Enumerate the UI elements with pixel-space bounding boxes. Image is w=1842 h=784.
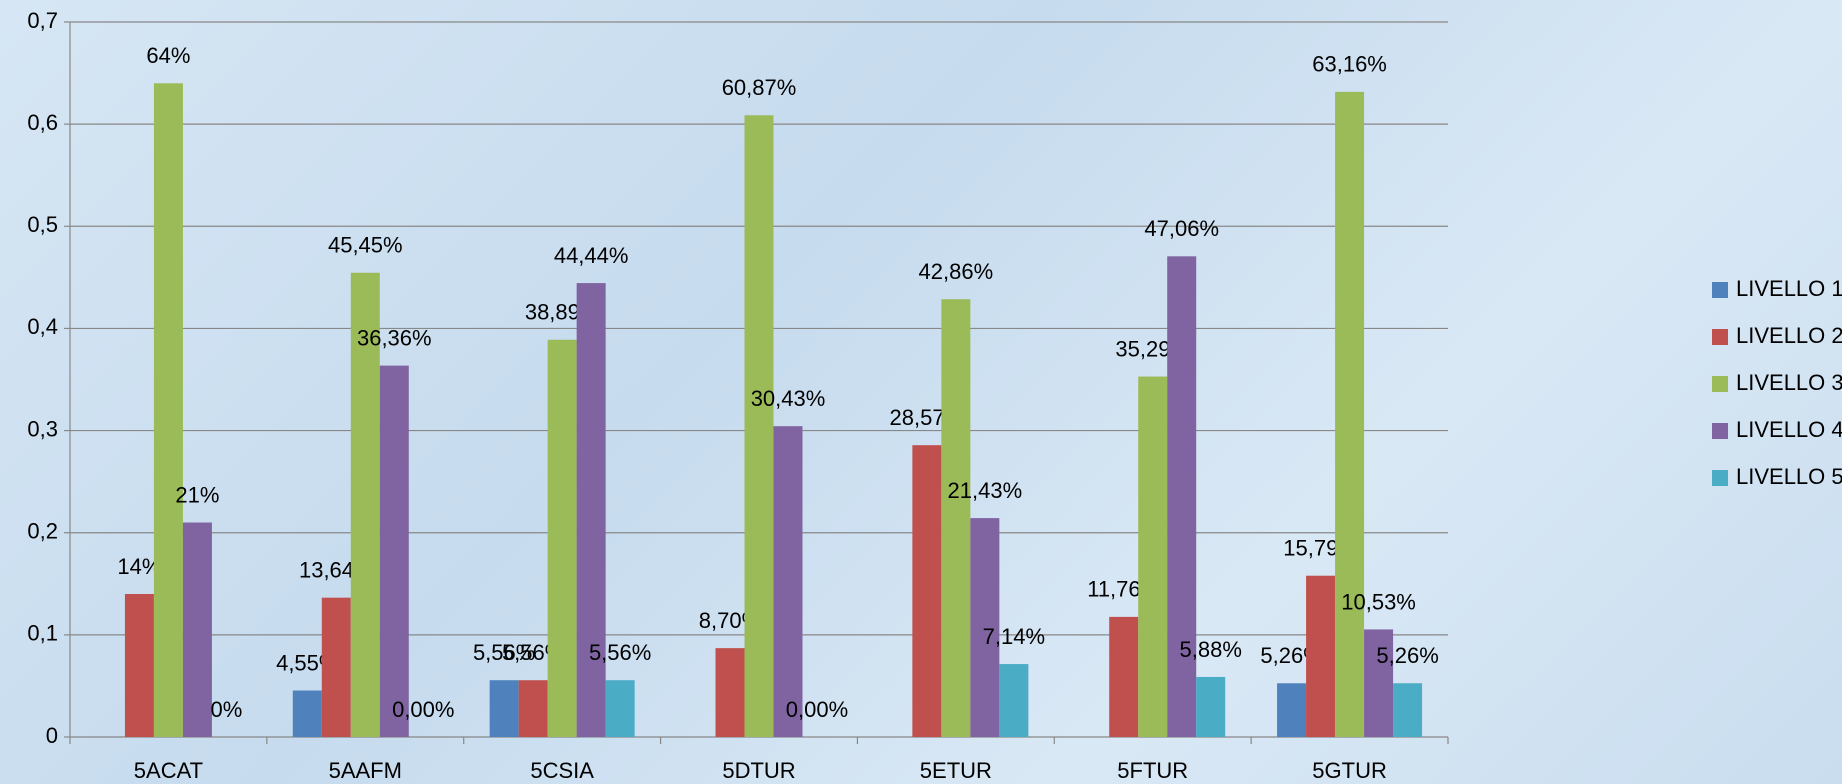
bar [1306,575,1336,737]
x-tick-label: 5CSIA [530,758,594,783]
y-tick-label: 0,2 [27,519,58,544]
bar [1335,91,1365,737]
bar [941,299,971,737]
bar [547,339,577,737]
x-tick-label: 5ACAT [134,758,203,783]
bar [1138,376,1168,737]
x-tick-label: 5ETUR [920,758,992,783]
bar [153,83,183,738]
data-label: 10,53% [1341,589,1416,614]
data-label: 47,06% [1144,216,1219,241]
legend-swatch [1712,376,1728,392]
data-label: 45,45% [328,233,403,258]
data-label: 36,36% [357,325,432,350]
bar [1277,683,1307,737]
x-tick-label: 5AAFM [329,758,402,783]
bar [182,522,212,737]
data-label: 64% [146,43,190,68]
legend-swatch [1712,423,1728,439]
legend-label: LIVELLO 5 [1736,464,1842,489]
bar [576,283,606,737]
bar [379,365,409,737]
y-tick-label: 0,1 [27,621,58,646]
bar [715,648,745,737]
data-label: 5,56% [473,640,535,665]
legend-label: LIVELLO 1 [1736,276,1842,301]
data-label: 63,16% [1312,52,1387,77]
bar [489,680,519,737]
legend-swatch [1712,329,1728,345]
bar [518,680,548,737]
x-tick-label: 5DTUR [722,758,795,783]
x-tick-label: 5GTUR [1312,758,1387,783]
bar [999,664,1029,737]
data-label: 0,00% [392,697,454,722]
y-tick-label: 0,3 [27,416,58,441]
legend-label: LIVELLO 4 [1736,417,1842,442]
bar [1196,676,1226,737]
legend-swatch [1712,470,1728,486]
bar [912,445,942,737]
bar [970,518,1000,737]
bar [1364,629,1394,737]
legend-swatch [1712,282,1728,298]
y-tick-label: 0,4 [27,314,58,339]
bar [321,597,351,737]
data-label: 21,43% [948,478,1023,503]
bar [292,690,322,737]
x-tick-label: 5FTUR [1117,758,1188,783]
bar [773,426,803,737]
bar [744,115,774,738]
data-label: 0,00% [786,697,848,722]
data-label: 30,43% [751,386,826,411]
bar [1393,683,1423,737]
data-label: 42,86% [919,259,994,284]
y-tick-label: 0,6 [27,110,58,135]
legend-label: LIVELLO 3 [1736,370,1842,395]
bar [1167,256,1197,737]
data-label: 5,26% [1376,643,1438,668]
data-label: 60,87% [722,75,797,100]
bar [124,594,154,737]
data-label: 0% [211,697,243,722]
y-tick-label: 0 [46,723,58,748]
data-label: 21% [175,482,219,507]
data-label: 5,56% [589,640,651,665]
bar [1109,616,1139,737]
legend-label: LIVELLO 2 [1736,323,1842,348]
y-tick-label: 0,5 [27,212,58,237]
data-label: 44,44% [554,243,629,268]
bar [350,272,380,737]
y-tick-label: 0,7 [27,8,58,33]
data-label: 7,14% [983,624,1045,649]
data-label: 5,88% [1180,637,1242,662]
bar [605,680,635,737]
